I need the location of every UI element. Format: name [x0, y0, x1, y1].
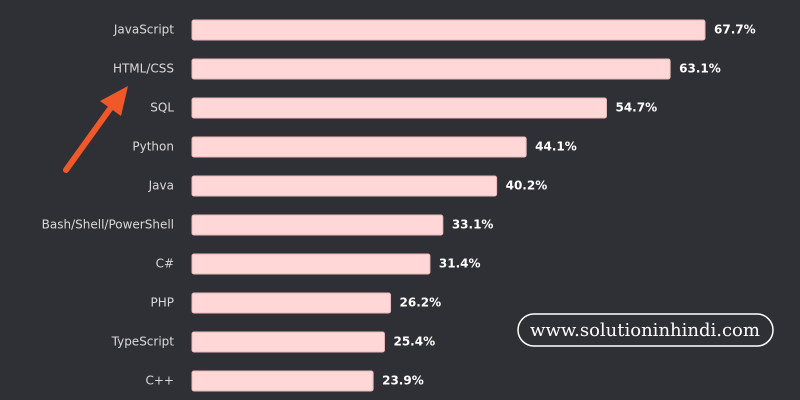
value-label: 23.9%: [382, 374, 424, 388]
bar: [191, 19, 706, 41]
value-label: 67.7%: [714, 23, 756, 37]
value-label: 63.1%: [679, 62, 721, 76]
category-label: HTML/CSS: [113, 62, 174, 76]
bar: [191, 214, 444, 236]
category-label: PHP: [151, 296, 175, 310]
value-label: 33.1%: [452, 218, 494, 232]
value-label: 40.2%: [506, 179, 548, 193]
bar: [191, 175, 498, 197]
watermark-box: [517, 313, 774, 347]
value-label: 54.7%: [615, 101, 657, 115]
category-label: TypeScript: [111, 335, 175, 349]
arrow: [63, 86, 128, 173]
value-label: 31.4%: [439, 257, 481, 271]
category-label: Python: [132, 140, 174, 154]
category-label: C++: [146, 374, 175, 388]
bar: [191, 97, 607, 119]
category-label: Bash/Shell/PowerShell: [42, 218, 174, 232]
bar: [191, 292, 392, 314]
category-label: Java: [148, 179, 174, 193]
bar: [191, 370, 374, 392]
bar: [191, 136, 527, 158]
bar: [191, 331, 385, 353]
bar: [191, 58, 671, 80]
bar: [191, 253, 431, 275]
value-label: 44.1%: [535, 140, 577, 154]
category-label: JavaScript: [113, 23, 174, 37]
category-label: C#: [156, 257, 174, 271]
value-label: 26.2%: [400, 296, 442, 310]
value-label: 25.4%: [393, 335, 435, 349]
category-label: SQL: [150, 101, 174, 115]
watermark: www.solutioninhindi.com: [530, 320, 760, 341]
